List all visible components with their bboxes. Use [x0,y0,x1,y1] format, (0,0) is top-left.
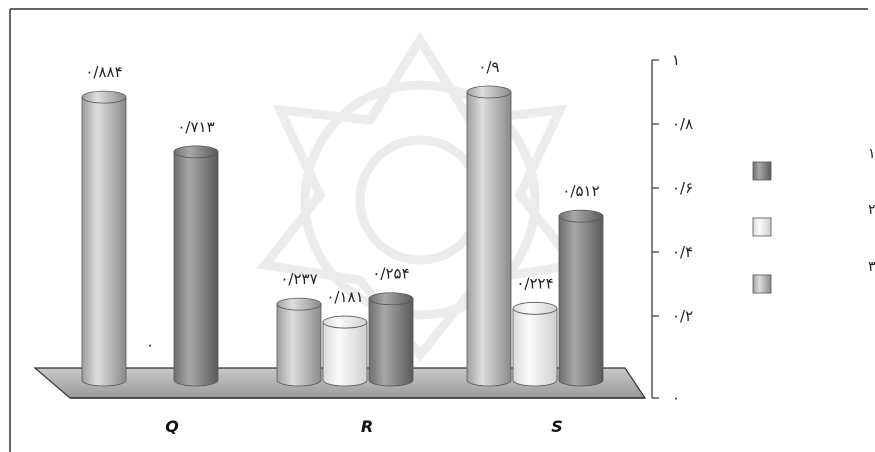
legend-swatch-series-2 [752,217,772,237]
bar-top-Q-series-1 [173,145,219,159]
data-label-S-series-3: ۰/۹ [478,58,499,76]
bar-Q-series-3 [81,96,127,387]
legend-label-series-1: تأمین کننده ۱ [868,143,875,162]
data-label-Q-series-3: ۰/۸۸۴ [85,63,122,81]
bar-top-R-series-3 [276,297,322,311]
data-label-R-series-1: ۰/۲۵۴ [372,265,409,283]
legend-label-series-3: تأمین کننده ۳ [868,256,875,275]
bar-top-R-series-1 [368,292,414,306]
y-axis: ۰ ۰/۲ ۰/۴ ۰/۶ ۰/۸ ۱ [651,51,693,407]
x-category-label: S [551,417,563,436]
plot-area: ۰/۸۸۴ ۰ ۰/۷۱۳ ۰/۲۳۷ ۰/۱۸۱ ۰/۲۵۴ ۰/۹ ۰/۲۲۴ ۰/۵۱۲ [33,58,647,399]
bar-top-S-series-2 [512,301,558,315]
legend-label-series-2: تأمین کننده ۲ [868,199,875,218]
bar-Q-series-1 [173,151,219,387]
bar-S-series-1 [558,215,604,387]
y-tick-label: ۰ [672,389,680,407]
data-label-R-series-2: ۰/۱۸۱ [326,288,363,306]
data-label-Q-series-2: ۰ [146,336,154,354]
data-label-R-series-3: ۰/۲۳۷ [280,270,317,288]
x-axis: Q R S [70,397,645,436]
bar-top-R-series-2 [322,315,368,329]
bar-top-S-series-1 [558,209,604,223]
legend: تأمین کننده ۱ تأمین کننده ۲ تأمین کننده ۳ [752,143,875,294]
x-category-label: R [361,417,373,436]
y-tick-label: ۰/۴ [672,243,693,261]
data-label-S-series-1: ۰/۵۱۲ [562,182,599,200]
y-tick-label: ۰/۲ [672,307,693,325]
x-category-label: Q [165,417,179,436]
bar-R-series-1 [368,298,414,387]
y-tick-label: ۰/۸ [672,115,693,133]
legend-swatch-series-3 [752,274,772,294]
data-label-S-series-2: ۰/۲۲۴ [516,274,553,292]
data-label-Q-series-1: ۰/۷۱۳ [177,118,214,136]
bar-R-series-3 [276,303,322,387]
bar-S-series-2 [512,307,558,387]
y-tick-label: ۱ [672,51,680,69]
bar-R-series-2 [322,321,368,387]
legend-swatch-series-1 [752,161,772,181]
y-tick-label: ۰/۶ [672,179,693,197]
bar-top-Q-series-3 [81,90,127,104]
bar-S-series-3 [466,91,512,387]
bar-top-S-series-3 [466,85,512,99]
